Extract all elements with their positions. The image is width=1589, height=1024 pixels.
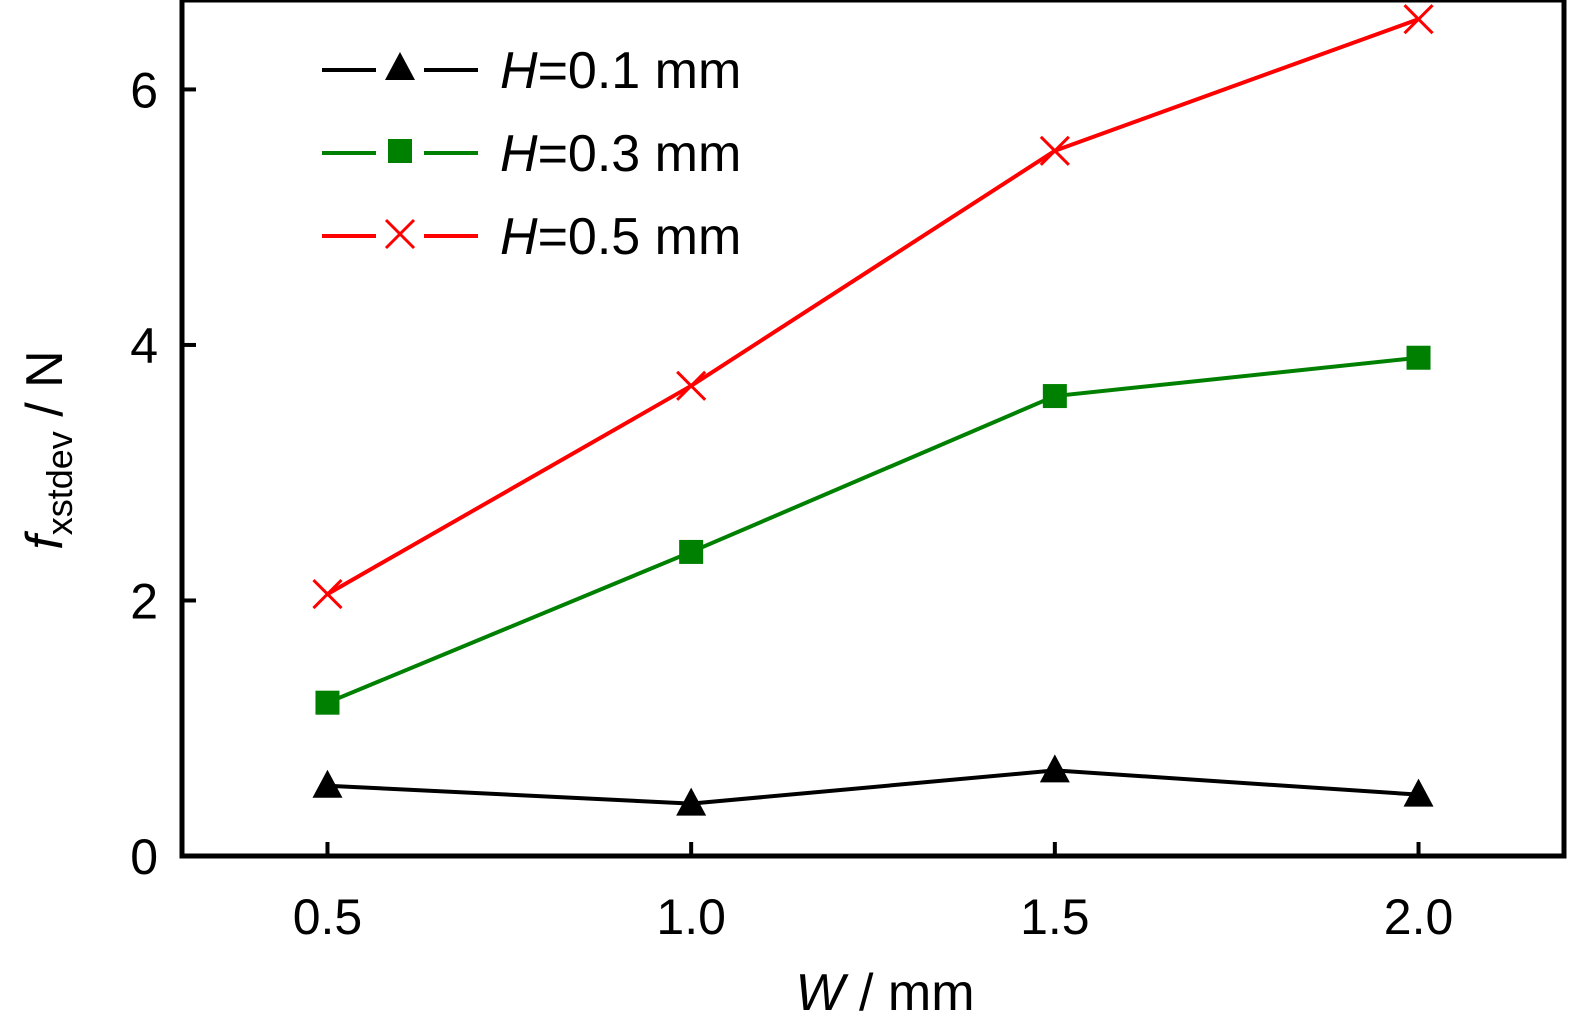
x-axis-unit: / mm [845,964,975,1022]
series-0-point-0 [312,769,343,798]
y-axis-variable: f [16,531,74,550]
y-axis-title: fxstdev / N [16,350,80,549]
plot-frame [179,0,1567,859]
x-tick-label-3: 2.0 [1384,889,1454,945]
series-line-0 [327,768,1419,806]
legend-label-1: H=0.3 mm [500,125,741,183]
x-axis-variable: W [795,964,849,1022]
series-1-point-2 [1042,384,1067,409]
series-1-point-1 [679,539,704,564]
legend-marker-1 [388,139,412,163]
series-1 [315,345,1431,715]
y-tick-label-0: 0 [130,829,158,885]
series-line-2 [326,17,1420,596]
series-0 [312,754,1434,816]
series-2 [312,4,1434,610]
x-tick-label-2: 1.5 [1020,889,1090,945]
y-tick-label-1: 2 [130,573,158,629]
x-axis-title: W / mm [795,964,974,1022]
series-0-point-1 [676,787,707,816]
y-axis-unit: / N [16,350,74,431]
legend-item-1: H=0.3 mm [322,125,741,183]
legend-item-2: H=0.5 mm [322,208,741,266]
series-2-point-2 [1039,135,1070,166]
y-tick-label-2: 4 [130,318,158,374]
series-1-point-3 [1406,345,1431,370]
legend-label-0: H=0.1 mm [500,42,741,100]
series-line-1 [326,355,1419,705]
legend: H=0.1 mm H=0.3 mm H=0.5 mm [322,42,741,266]
legend-marker-2 [384,218,416,250]
y-axis-subscript: xstdev [39,431,80,535]
series-2-point-1 [676,370,707,401]
series-layer [312,4,1434,816]
x-tick-label-0: 0.5 [293,889,363,945]
legend-item-0: H=0.1 mm [322,42,741,100]
series-0-point-2 [1039,754,1070,783]
legend-marker-0 [385,52,415,80]
x-tick-label-1: 1.0 [656,889,726,945]
series-0-point-3 [1403,778,1434,807]
axes: 0.5 1.0 1.5 2.0 0 2 4 6 [130,0,1567,945]
series-2-point-3 [1403,4,1434,35]
series-1-point-0 [315,690,340,715]
y-tick-label-3: 6 [130,62,158,118]
series-2-point-0 [312,579,343,610]
legend-label-2: H=0.5 mm [500,208,741,266]
